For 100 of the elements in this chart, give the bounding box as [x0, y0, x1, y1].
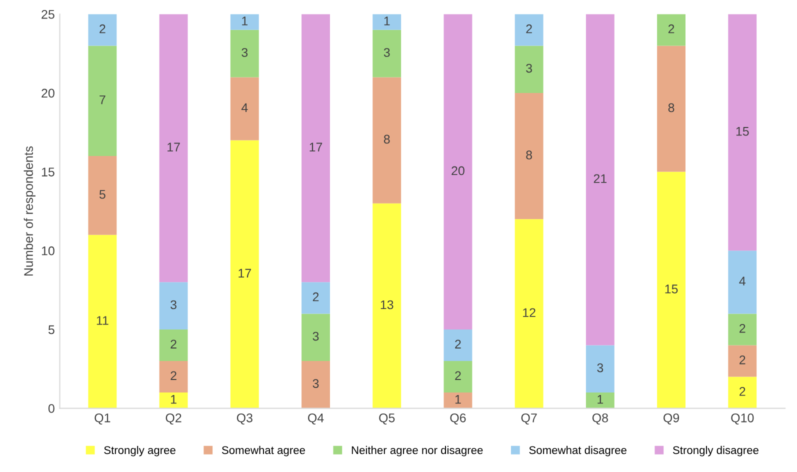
data-label: 3 [242, 48, 248, 57]
data-label: 12 [523, 308, 536, 317]
bar [88, 46, 117, 156]
data-label: 1 [598, 395, 604, 404]
bar [302, 314, 330, 361]
data-label: 1 [171, 395, 176, 404]
data-label: 2 [740, 387, 746, 396]
data-label: 4 [739, 276, 746, 286]
bar [657, 172, 686, 408]
bar [230, 30, 259, 78]
data-label: 1 [384, 16, 390, 26]
bar [159, 282, 188, 330]
bar [372, 203, 402, 408]
x-tick-label: Q7 [521, 413, 537, 425]
x-tick-label: Q1 [94, 413, 110, 425]
data-label: 2 [170, 371, 176, 380]
data-label: 3 [170, 300, 176, 310]
bar [728, 376, 757, 408]
bar [444, 392, 472, 408]
data-label: 2 [170, 340, 176, 348]
legend-label: Somewhat disagree [529, 446, 626, 456]
data-label: 5 [99, 190, 106, 199]
data-label: 2 [455, 340, 461, 348]
data-label: 11 [96, 316, 108, 325]
y-tick-label: 0 [48, 404, 54, 413]
bar [159, 360, 188, 393]
data-label: 15 [736, 127, 749, 136]
y-tick-label: 25 [42, 10, 54, 19]
bar [728, 314, 757, 346]
data-label: 8 [384, 134, 390, 144]
data-label: 2 [526, 24, 532, 34]
bar [657, 46, 686, 172]
bar [657, 14, 686, 46]
x-tick-label: Q8 [592, 413, 608, 425]
data-label: 4 [241, 103, 248, 112]
data-label: 3 [384, 48, 390, 57]
data-label: 7 [100, 96, 106, 104]
bar [230, 77, 259, 140]
bar [514, 92, 544, 220]
bar [444, 14, 472, 330]
data-label: 8 [526, 150, 532, 160]
data-label: 2 [740, 324, 746, 333]
legend-label: Neither agree nor disagree [352, 446, 483, 456]
y-tick-label: 15 [42, 168, 54, 176]
bar [159, 392, 188, 408]
data-label: 1 [242, 16, 248, 26]
data-label: 17 [168, 142, 180, 152]
data-label: 20 [452, 166, 464, 176]
legend-label: Strongly disagree [672, 446, 758, 456]
bar [159, 14, 188, 282]
bar [728, 14, 757, 251]
bar [88, 234, 117, 408]
data-label: 2 [668, 24, 674, 34]
bar [586, 14, 614, 346]
bar [88, 156, 117, 235]
bar [230, 14, 259, 30]
data-label: 3 [312, 332, 319, 341]
y-tick-label: 5 [48, 325, 54, 334]
y-axis-title: Number of respondents [24, 146, 36, 276]
x-tick-label: Q3 [236, 413, 252, 425]
y-tick-label: 20 [42, 88, 54, 98]
y-tick-label: 10 [42, 246, 54, 256]
data-label: 21 [594, 174, 607, 183]
x-tick-label: Q6 [450, 413, 466, 425]
data-label: 13 [380, 300, 394, 310]
bar [728, 345, 757, 377]
x-tick-label: Q5 [379, 413, 395, 425]
bar [514, 46, 544, 93]
data-label: 3 [312, 379, 319, 388]
data-label: 8 [668, 103, 674, 112]
bar [302, 282, 330, 314]
data-label: 2 [455, 371, 461, 380]
data-label: 15 [665, 284, 678, 294]
bar [586, 345, 614, 393]
data-label: 17 [238, 268, 251, 278]
data-label: 2 [312, 292, 319, 302]
bar [444, 329, 472, 361]
bar [514, 14, 544, 46]
data-label: 3 [526, 64, 532, 73]
x-tick-label: Q9 [664, 413, 680, 425]
data-label: 2 [100, 24, 106, 34]
data-label: 2 [740, 355, 746, 364]
bar [514, 219, 544, 408]
bar [159, 329, 188, 361]
bar [444, 360, 472, 393]
bar [372, 77, 402, 204]
data-label: 17 [310, 142, 322, 152]
bar [372, 14, 402, 30]
bar [586, 392, 614, 408]
bar [88, 14, 117, 46]
bar [302, 360, 330, 408]
bar [302, 14, 330, 282]
bar [230, 140, 259, 408]
data-label: 3 [597, 363, 604, 372]
x-tick-label: Q10 [731, 413, 754, 425]
legend-label: Somewhat agree [222, 446, 305, 456]
legend-label: Strongly agree [104, 446, 176, 456]
x-tick-label: Q2 [166, 413, 182, 425]
bar [728, 250, 757, 314]
x-tick-label: Q4 [308, 413, 324, 425]
